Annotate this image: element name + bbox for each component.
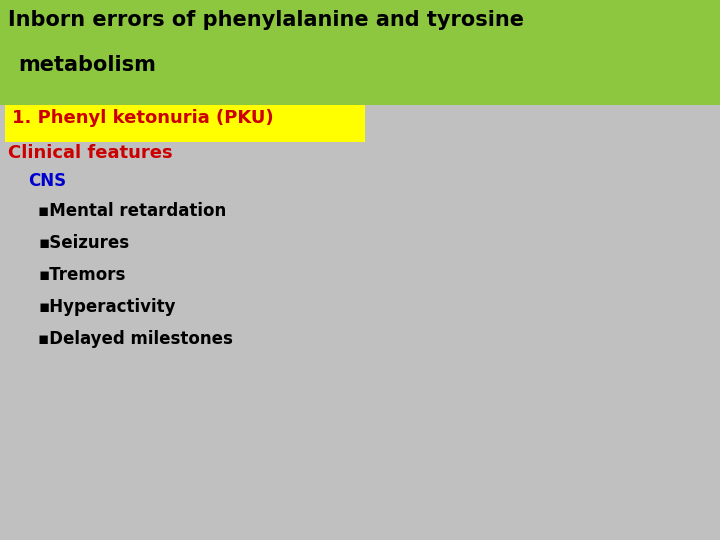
Text: Clinical features: Clinical features — [8, 144, 173, 162]
Text: ▪Hyperactivity: ▪Hyperactivity — [38, 298, 176, 316]
Bar — [5, 105, 365, 142]
Text: ▪Tremors: ▪Tremors — [38, 266, 125, 284]
Bar — [0, 0, 720, 105]
Text: CNS: CNS — [28, 172, 66, 190]
Text: 1. Phenyl ketonuria (PKU): 1. Phenyl ketonuria (PKU) — [12, 109, 274, 127]
Text: ▪Delayed milestones: ▪Delayed milestones — [38, 330, 233, 348]
Text: metabolism: metabolism — [18, 55, 156, 75]
Text: ▪Seizures: ▪Seizures — [38, 234, 129, 252]
Text: Inborn errors of phenylalanine and tyrosine: Inborn errors of phenylalanine and tyros… — [8, 10, 524, 30]
Text: ▪Mental retardation: ▪Mental retardation — [38, 202, 226, 220]
